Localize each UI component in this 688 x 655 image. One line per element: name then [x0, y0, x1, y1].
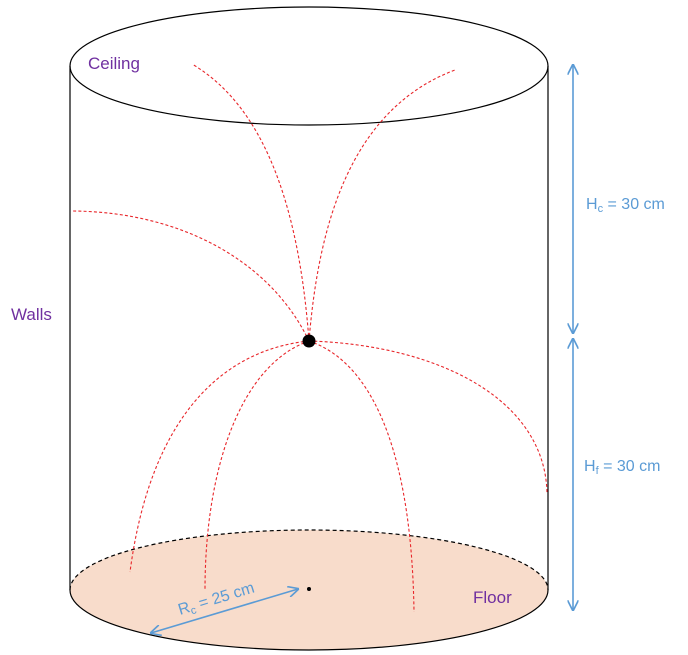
- hf-label: Hf = 30 cm: [584, 458, 660, 477]
- walls-label: Walls: [11, 305, 52, 324]
- ray-ceiling-right: [308, 69, 456, 342]
- ray-wall-right-lower: [308, 340, 548, 494]
- ray-ceiling-left: [191, 63, 310, 342]
- ceiling-ellipse: [69, 6, 549, 126]
- floor-disk-back: [69, 529, 549, 591]
- hc-label: Hc = 30 cm: [586, 196, 665, 215]
- radius-arrow: [151, 589, 298, 633]
- source-point: [302, 334, 316, 348]
- ray-floor-2: [204, 340, 310, 591]
- floor-center-point: [307, 587, 311, 591]
- ceiling-label: Ceiling: [88, 54, 140, 73]
- ray-wall-left-upper: [72, 210, 310, 342]
- floor-label: Floor: [473, 588, 512, 607]
- ray-floor-1: [129, 340, 310, 573]
